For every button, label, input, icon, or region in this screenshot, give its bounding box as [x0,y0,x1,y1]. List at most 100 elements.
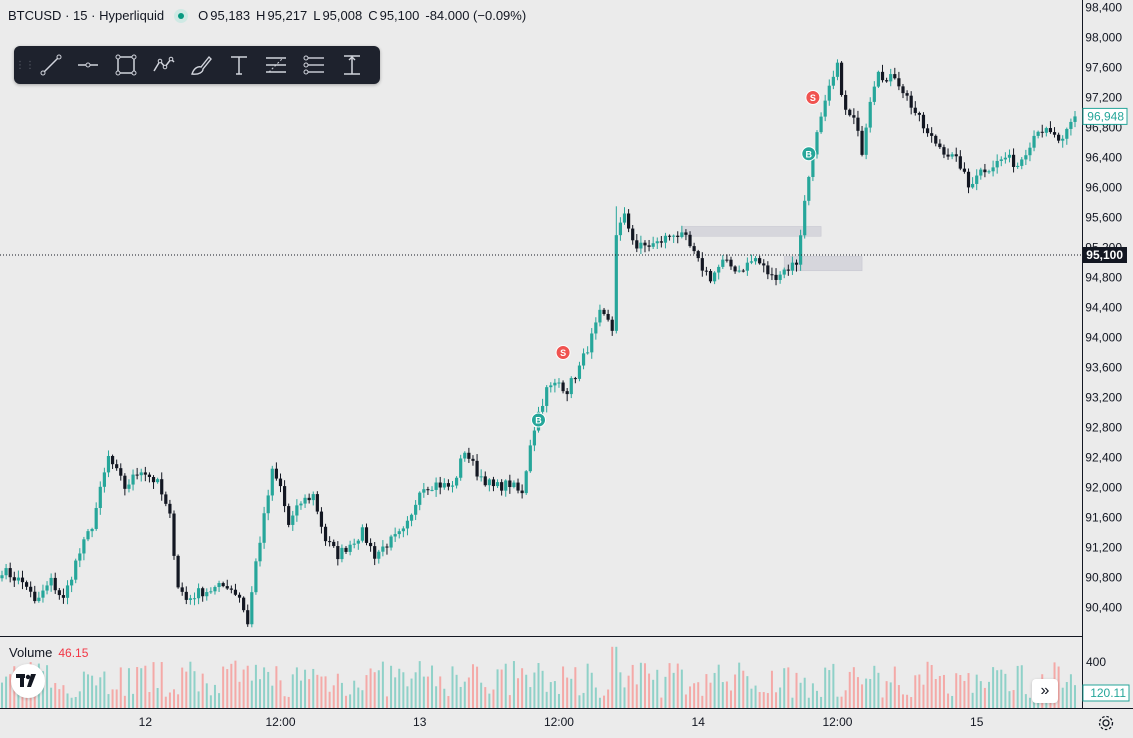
price-range-tool-button[interactable] [333,46,371,84]
candle-up[interactable] [45,585,49,591]
candle-down[interactable] [180,587,184,592]
candle-down[interactable] [20,577,25,583]
candle-up[interactable] [504,480,508,491]
candle-up[interactable] [987,171,991,173]
candle-down[interactable] [606,313,610,320]
candle-down[interactable] [573,378,577,380]
candle-up[interactable] [414,504,418,515]
candle-up[interactable] [614,235,618,331]
candle-down[interactable] [934,135,938,144]
candle-down[interactable] [336,546,340,560]
candle-up[interactable] [409,514,414,521]
horizontal-line-tool-button[interactable] [70,46,108,84]
candle-up[interactable] [819,116,823,133]
candle-up[interactable] [1032,135,1036,148]
candle-up[interactable] [749,261,754,263]
candle-up[interactable] [737,270,741,272]
candle-down[interactable] [315,494,319,512]
scroll-to-realtime-button[interactable]: » [1032,679,1058,703]
candle-up[interactable] [811,154,815,177]
candle-up[interactable] [807,176,811,201]
candle-up[interactable] [524,471,528,494]
candle-down[interactable] [368,542,373,547]
candle-up[interactable] [975,175,979,184]
trend-line-tool-button[interactable] [32,46,70,84]
candle-up[interactable] [356,540,360,544]
candle-up[interactable] [442,483,446,488]
candle-down[interactable] [565,391,569,395]
candle-up[interactable] [831,76,835,86]
buy-signal-marker[interactable] [801,146,817,162]
candle-down[interactable] [946,154,950,157]
candle-down[interactable] [1048,128,1053,133]
candle-up[interactable] [188,598,192,600]
candle-up[interactable] [590,333,594,353]
candle-up[interactable] [577,365,582,379]
candle-down[interactable] [905,93,909,96]
buy-signal-marker[interactable] [531,412,546,428]
candle-down[interactable] [282,486,287,507]
candle-down[interactable] [983,169,987,173]
long-short-position-tool-button[interactable] [295,46,333,84]
candle-up[interactable] [422,489,426,493]
candle-up[interactable] [618,222,623,236]
candle-up[interactable] [192,598,197,600]
candle-up[interactable] [1069,121,1073,129]
candle-down[interactable] [602,309,606,314]
candle-up[interactable] [78,553,82,561]
candle-down[interactable] [446,483,451,487]
candle-up[interactable] [827,85,831,101]
candle-up[interactable] [803,200,807,236]
candle-down[interactable] [762,263,766,266]
candle-up[interactable] [971,183,975,188]
candle-up[interactable] [479,476,483,478]
candle-down[interactable] [897,78,901,87]
candle-down[interactable] [610,319,614,331]
interval[interactable]: 15 [73,8,88,23]
candle-down[interactable] [151,477,156,483]
candle-down[interactable] [164,494,168,504]
candle-up[interactable] [250,592,254,625]
candle-up[interactable] [459,458,463,478]
candle-down[interactable] [168,503,172,514]
candle-up[interactable] [651,243,655,247]
candle-down[interactable] [242,597,246,611]
candle-down[interactable] [53,577,57,591]
candle-up[interactable] [94,507,98,529]
candle-up[interactable] [639,242,643,249]
candle-down[interactable] [471,458,475,461]
candle-up[interactable] [393,534,397,537]
candle-up[interactable] [299,503,303,506]
candle-up[interactable] [377,551,381,559]
candle-down[interactable] [925,128,930,134]
candle-down[interactable] [364,527,369,543]
path-tool-button[interactable] [145,46,183,84]
candle-up[interactable] [405,520,410,529]
candle-down[interactable] [467,452,471,459]
candle-up[interactable] [360,527,364,541]
candle-down[interactable] [635,240,639,249]
candle-up[interactable] [340,547,344,560]
candle-up[interactable] [1073,116,1077,122]
candle-up[interactable] [581,353,586,366]
candle-down[interactable] [786,269,790,271]
candle-up[interactable] [876,71,881,87]
candle-down[interactable] [143,472,147,475]
candle-up[interactable] [434,482,438,490]
sell-signal-marker[interactable] [805,90,821,105]
candle-up[interactable] [1028,147,1032,156]
candle-up[interactable] [1044,128,1048,133]
candle-down[interactable] [332,541,336,547]
candle-down[interactable] [667,235,672,237]
candle-up[interactable] [49,577,53,586]
candle-up[interactable] [0,575,4,579]
price-zone-1[interactable] [783,256,863,272]
candle-up[interactable] [430,489,434,491]
candle-up[interactable] [450,485,455,487]
candle-up[interactable] [512,482,516,488]
candle-down[interactable] [323,526,328,542]
candle-up[interactable] [82,539,86,554]
candle-up[interactable] [487,479,491,486]
candle-down[interactable] [643,242,647,246]
